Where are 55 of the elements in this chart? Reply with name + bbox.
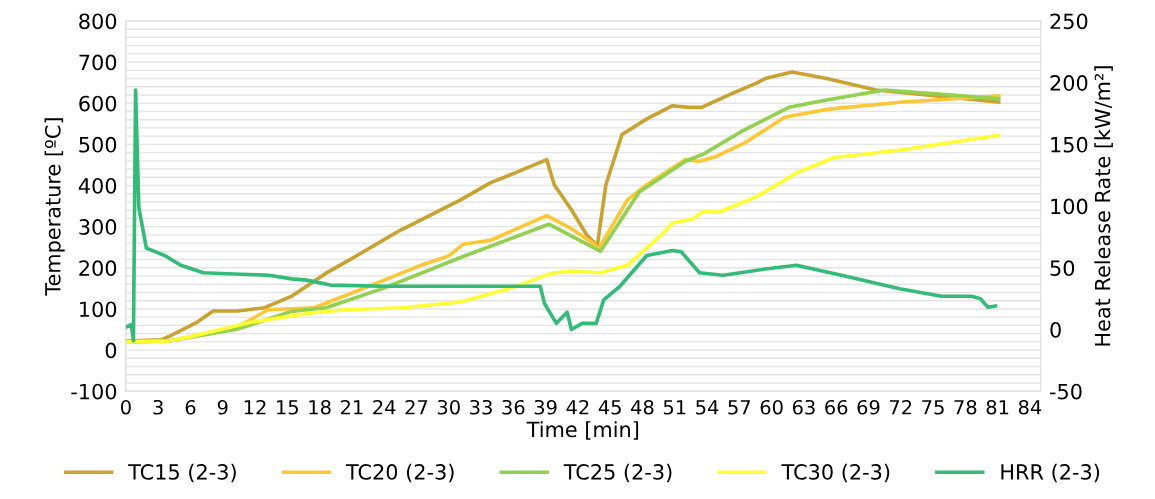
x-tick-label: 30: [437, 399, 460, 415]
y-tick-label: 100: [80, 301, 117, 318]
x-tick-label: 36: [502, 399, 525, 415]
x-tick-label: 12: [244, 399, 266, 415]
x-tick-label: 33: [470, 399, 492, 415]
legend-label: TC30 (2-3): [781, 463, 890, 483]
y-tick-label: 300: [79, 219, 117, 235]
x-tick-label: 21: [340, 399, 363, 415]
x-tick-label: 63: [792, 399, 815, 415]
x-tick-label: 45: [598, 400, 621, 415]
x-tick-label: 72: [889, 399, 912, 415]
x-tick-label: 3: [153, 399, 163, 415]
x-tick-label: 81: [986, 399, 1009, 415]
y2-tick-label: -50: [1050, 383, 1082, 400]
x-tick-label: 57: [728, 400, 751, 415]
x-tick-label: 54: [696, 400, 719, 415]
x-tick-label: 18: [309, 399, 331, 415]
legend-label: HRR (2-3): [1001, 463, 1100, 483]
line-series: [125, 133, 1001, 344]
x-tick-label: 60: [760, 399, 783, 415]
x-tick-label: 78: [954, 399, 977, 415]
x-tick-label: 51: [663, 400, 686, 415]
x-tick-label: 9: [217, 399, 228, 415]
y-tick-label: 800: [79, 13, 117, 30]
y-tick-label: 200: [79, 260, 117, 277]
legend-label: TC15 (2-3): [128, 463, 236, 483]
y-axis-title: Temperature [ºC]: [44, 118, 65, 296]
y-tick-label: -100: [71, 383, 117, 400]
x-tick-label: 48: [631, 399, 654, 415]
x-tick-label: 27: [405, 399, 428, 415]
y2-tick-label: 200: [1050, 75, 1088, 91]
y2-axis-title: Heat Release Rate [kW/m²]: [1094, 66, 1113, 346]
x-tick-label: 75: [922, 400, 944, 415]
y-tick-label: 600: [79, 95, 117, 112]
y2-tick-label: 50: [1050, 260, 1075, 277]
y-tick-label: 0: [105, 342, 117, 359]
y2-tick-label: 0: [1050, 321, 1061, 338]
x-tick-label: 24: [373, 399, 396, 415]
x-tick-label: 6: [185, 399, 196, 415]
x-tick-label: 39: [534, 399, 557, 415]
y-tick-label: 500: [79, 136, 117, 153]
y-tick-label: 700: [79, 54, 117, 71]
x-tick-label: 66: [825, 399, 848, 415]
legend-label: TC20 (2-3): [345, 463, 454, 483]
x-tick-label: 42: [566, 399, 589, 415]
y-tick-label: 400: [78, 177, 117, 194]
y2-tick-label: 250: [1050, 13, 1088, 30]
x-tick-label: 69: [857, 399, 880, 415]
x-tick-label: 15: [277, 400, 298, 415]
y2-tick-label: 150: [1051, 136, 1088, 153]
x-axis-title: Time [min]: [526, 421, 639, 440]
x-tick-label: 0: [120, 399, 131, 415]
legend-label: TC25 (2-3): [563, 463, 672, 483]
x-tick-label: 84: [1018, 399, 1042, 415]
y2-tick-label: 100: [1051, 198, 1088, 215]
